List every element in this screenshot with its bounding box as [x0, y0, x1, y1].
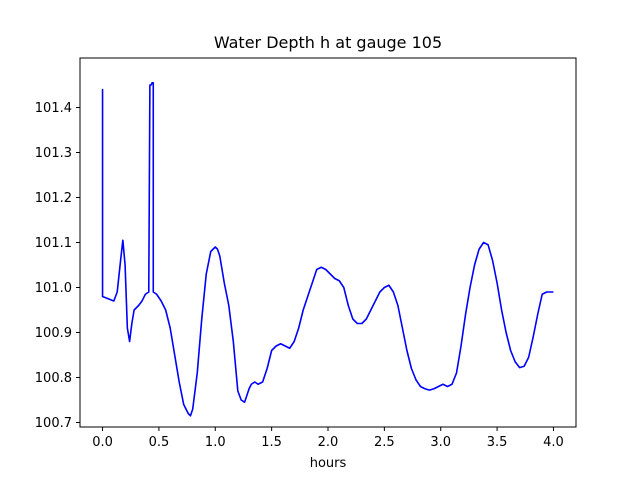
- y-tick-label: 100.7: [35, 416, 72, 431]
- y-tick-label: 101.3: [35, 146, 72, 161]
- y-tick-label: 101.4: [35, 101, 72, 116]
- y-axis: 100.7 100.8 100.9 101.0 101.1 101.2 101.3 101.4: [35, 101, 80, 431]
- x-tick-label: 1.5: [261, 435, 282, 450]
- x-tick-label: 0.0: [92, 435, 113, 450]
- y-tick-label: 101.2: [35, 191, 72, 206]
- plot-frame: [79, 57, 577, 428]
- series-line-0: [101, 81, 554, 417]
- x-axis-label: hours: [310, 456, 347, 471]
- x-tick-label: 3.0: [430, 435, 451, 450]
- y-tick-label: 101.0: [35, 281, 72, 296]
- x-axis: 0.0 0.5 1.0 1.5 2.0 2.5 3.0 3.5 4.0: [92, 427, 564, 450]
- chart-title: Water Depth h at gauge 105: [214, 33, 442, 52]
- x-tick-label: 1.0: [205, 435, 226, 450]
- y-tick-label: 100.8: [35, 371, 72, 386]
- x-tick-label: 2.5: [374, 435, 395, 450]
- y-tick-label: 101.1: [35, 236, 72, 251]
- plot-area: [79, 57, 577, 428]
- x-tick-label: 4.0: [543, 435, 564, 450]
- x-tick-label: 3.5: [487, 435, 508, 450]
- x-tick-label: 0.5: [149, 435, 170, 450]
- x-tick-label: 2.0: [318, 435, 339, 450]
- y-tick-label: 100.9: [35, 326, 72, 341]
